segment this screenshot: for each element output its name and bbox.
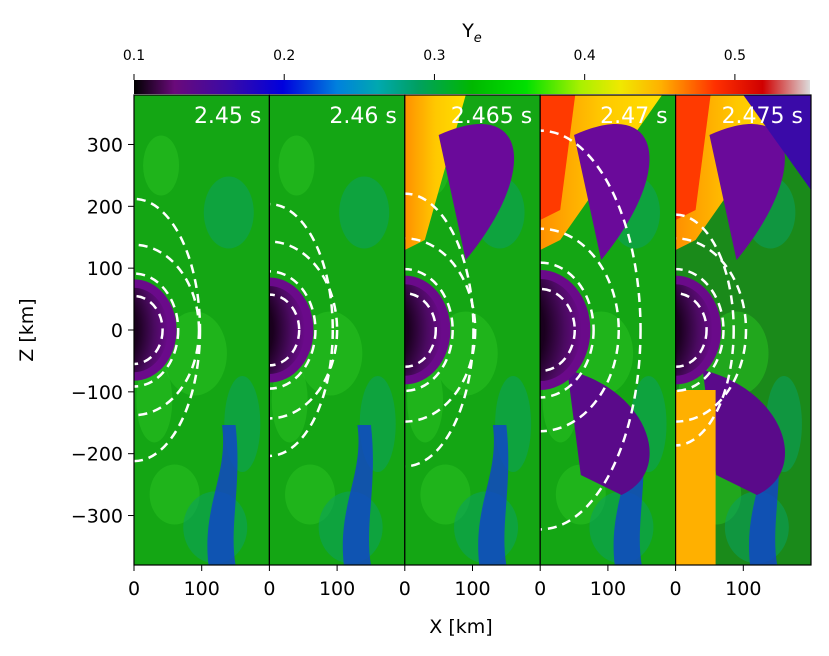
panel-field [269, 95, 405, 565]
hot-jet [540, 95, 576, 220]
field-blob [143, 135, 180, 196]
density-contour [404, 267, 454, 393]
hot-jet [675, 95, 711, 220]
panel-2: 2.46 s [268, 94, 406, 566]
density-contour [540, 287, 576, 373]
colorbar-label-sub: e [474, 31, 482, 46]
lower-lobe [702, 370, 786, 495]
lower-jet [675, 390, 716, 565]
density-contour [675, 237, 748, 423]
x-tick-label: 0 [670, 578, 682, 600]
panel-field [404, 95, 541, 565]
colorbar-gradient [134, 80, 810, 94]
panel-1: 2.45 s [133, 94, 270, 566]
lower-lobe [567, 370, 650, 495]
field-streak [207, 425, 238, 565]
outflow-lobe [438, 123, 515, 260]
panel-field [134, 95, 270, 565]
x-tick-label: 100 [454, 578, 490, 600]
density-contour [675, 267, 725, 393]
panel-time-label: 2.465 s [451, 104, 532, 129]
density-contour [269, 240, 339, 420]
colorbar-tick-label: 0.1 [123, 48, 145, 64]
colorbar-label-base: Y [461, 20, 474, 42]
x-tick-label: 100 [590, 578, 626, 600]
density-contour [134, 294, 164, 366]
y-tick-label: 100 [87, 258, 123, 280]
outflow-lobe [574, 123, 650, 260]
outflow-lobe [709, 123, 785, 260]
shock-contour [134, 197, 202, 463]
colorbar-tick-label: 0.3 [423, 48, 445, 64]
field-blob [339, 176, 390, 249]
field-streak [342, 425, 373, 565]
y-tick-label: −100 [71, 382, 123, 404]
pns-core [134, 287, 169, 373]
field-blob [420, 464, 471, 525]
panel-time-label: 2.475 s [722, 104, 803, 129]
y-tick-label: 200 [87, 196, 123, 218]
x-axis-label: X [km] [429, 616, 492, 638]
y-tick-label: −300 [71, 506, 123, 528]
x-tick-label: 100 [725, 578, 761, 600]
x-tick-label: 100 [319, 578, 355, 600]
x-tick-label: 100 [184, 578, 220, 600]
upper-outflow [743, 95, 811, 190]
x-tick-label: 0 [399, 578, 411, 600]
shock-contour [675, 213, 735, 447]
panel-time-label: 2.47 s [600, 104, 667, 129]
x-tick-label: 0 [128, 578, 140, 600]
field-blob [203, 176, 254, 249]
field-blob [149, 464, 200, 525]
pns-core [269, 286, 305, 374]
pns-core [404, 284, 442, 376]
colorbar-ticks: 0.1 0.2 0.3 0.4 0.5 [123, 48, 746, 80]
x-axis: 0 100 0 100 0 100 0 100 0 100 [128, 565, 761, 600]
colorbar-tick-label: 0.5 [724, 48, 746, 64]
y-axis: 300 200 100 0 −100 −200 −300 [71, 134, 134, 528]
y-tick-label: −200 [71, 444, 123, 466]
panel-3: 2.465 s [404, 94, 541, 566]
density-contour [404, 291, 438, 369]
field-blob [278, 135, 315, 196]
colorbar-label: Ye [461, 20, 482, 46]
density-contour [540, 261, 595, 399]
colorbar-tick-label: 0.2 [273, 48, 295, 64]
field-streak [478, 425, 509, 565]
panel-time-label: 2.46 s [329, 104, 396, 129]
density-contour [134, 272, 180, 388]
shock-contour [404, 192, 475, 468]
field-blob [136, 358, 173, 443]
panels: 2.45 s 2.46 s 2.465 s 2.47 s 2.475 s [133, 94, 812, 566]
panel-5: 2.475 s [674, 94, 812, 566]
y-tick-label: 0 [111, 320, 123, 342]
panel-4: 2.47 s [539, 94, 677, 566]
colorbar: Ye 0.1 0.2 0.3 0.4 0.5 [123, 20, 810, 94]
y-tick-label: 300 [87, 134, 123, 156]
panel-field [675, 95, 811, 565]
x-tick-label: 0 [263, 578, 275, 600]
y-axis-label: Z [km] [16, 298, 38, 361]
field-blob [285, 464, 336, 525]
pns-core [675, 284, 713, 376]
colorbar-tick-label: 0.4 [574, 48, 596, 64]
x-tick-label: 0 [534, 578, 546, 600]
panel-field [540, 95, 676, 565]
shock-contour [269, 202, 334, 458]
panel-time-label: 2.45 s [194, 104, 261, 129]
pns-core [540, 278, 582, 382]
